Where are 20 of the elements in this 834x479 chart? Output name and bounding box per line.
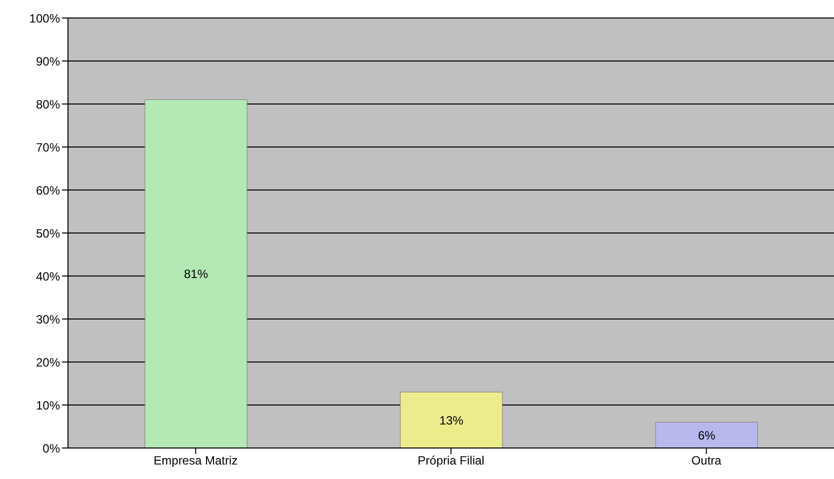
bar bbox=[144, 99, 248, 448]
data-label: 6% bbox=[698, 428, 716, 442]
y-tick-label: 80% bbox=[36, 97, 60, 112]
y-tick-label: 30% bbox=[36, 312, 60, 326]
y-tick-label: 70% bbox=[36, 140, 60, 154]
bar bbox=[655, 422, 758, 448]
data-label: 81% bbox=[184, 267, 208, 282]
y-tick-label: 10% bbox=[36, 398, 60, 412]
y-tick-label: 40% bbox=[36, 269, 60, 284]
y-tick-label: 50% bbox=[36, 226, 60, 240]
x-tick-label: Própria Filial bbox=[418, 454, 484, 468]
y-tick-label: 90% bbox=[36, 54, 60, 68]
y-tick-label: 0% bbox=[42, 441, 60, 456]
x-tick-label: Empresa Matriz bbox=[154, 454, 238, 468]
data-label: 13% bbox=[439, 413, 464, 428]
y-tick-label: 60% bbox=[36, 183, 60, 198]
y-tick-label: 100% bbox=[29, 11, 60, 26]
bar bbox=[400, 392, 503, 448]
y-tick-label: 20% bbox=[36, 355, 60, 370]
x-tick-label: Outra bbox=[691, 454, 722, 468]
